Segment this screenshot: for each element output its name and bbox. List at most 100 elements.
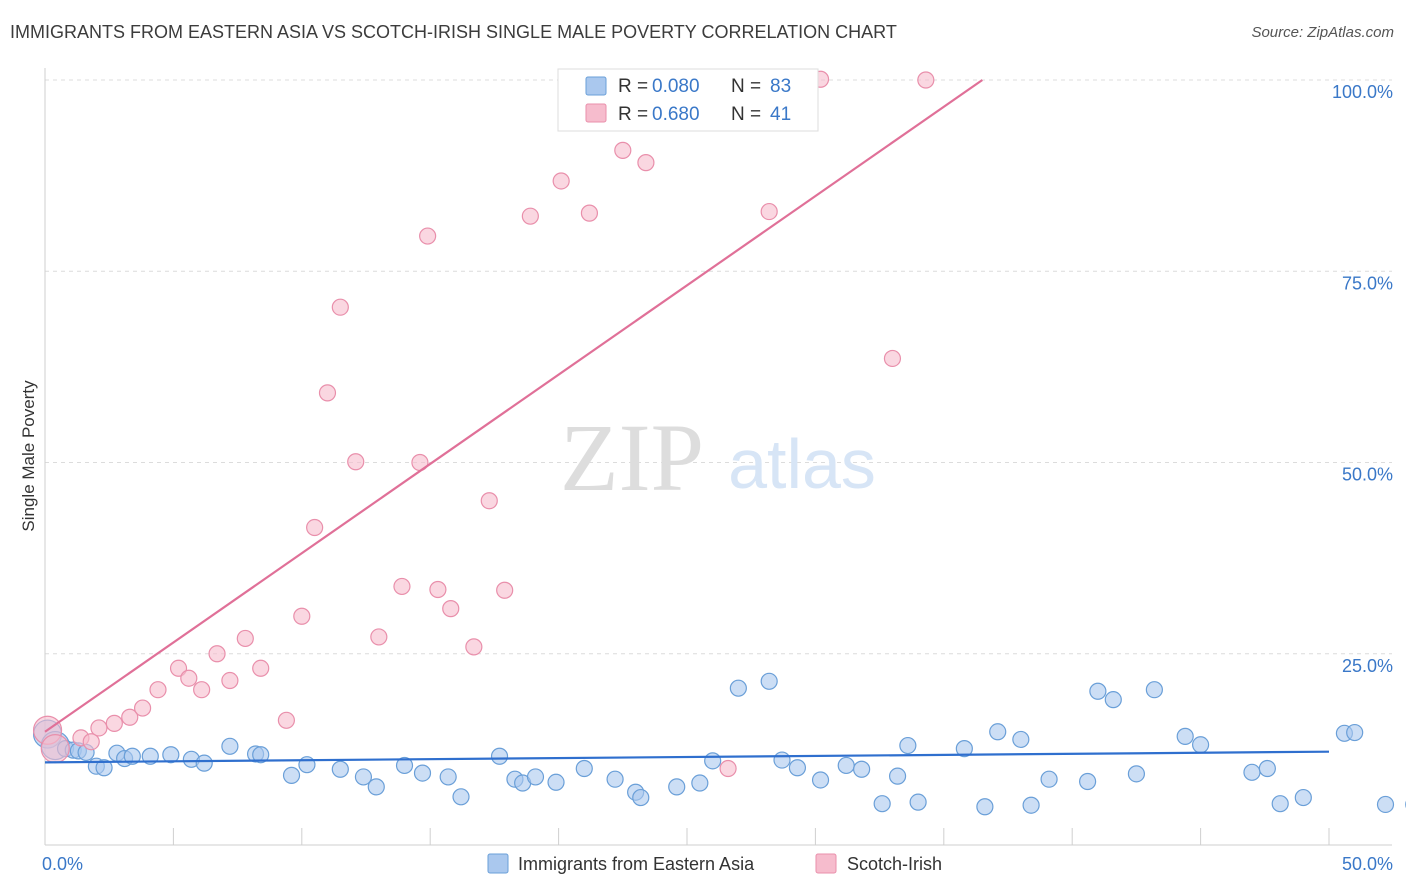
series-legend-swatch-pink bbox=[815, 853, 837, 874]
data-point-blue bbox=[1376, 795, 1395, 814]
trend-lines bbox=[44, 79, 1330, 764]
data-point-blue bbox=[668, 778, 686, 796]
data-point-blue bbox=[1191, 736, 1210, 754]
stats-r-label: R = bbox=[618, 104, 648, 125]
data-point-blue bbox=[1012, 730, 1030, 749]
data-point-pink bbox=[429, 580, 447, 599]
series-legend-label-blue: Immigrants from Eastern Asia bbox=[518, 854, 755, 874]
data-point-pink bbox=[277, 711, 295, 729]
data-point-blue bbox=[490, 747, 509, 765]
data-point-pink bbox=[917, 71, 935, 89]
data-point-blue bbox=[354, 768, 373, 786]
data-point-pink bbox=[208, 645, 226, 663]
data-point-blue bbox=[123, 747, 141, 765]
data-point-blue bbox=[367, 778, 385, 796]
data-point-blue bbox=[1145, 681, 1163, 699]
series-scotch-irish bbox=[32, 70, 935, 778]
stats-n-label: N = bbox=[731, 76, 761, 97]
data-point-blue bbox=[1040, 770, 1058, 788]
data-point-blue bbox=[1243, 763, 1261, 781]
data-point-blue bbox=[95, 759, 113, 777]
stats-legend: R = 0.080 N = 83 R = 0.680 N = 41 bbox=[557, 68, 819, 132]
x-tick-label: 50.0% bbox=[1342, 854, 1393, 874]
data-point-blue bbox=[853, 760, 871, 778]
data-point-blue bbox=[873, 795, 891, 813]
data-point-blue bbox=[1089, 682, 1107, 700]
data-point-blue bbox=[888, 767, 907, 785]
data-point-blue bbox=[1127, 765, 1146, 783]
data-point-pink bbox=[496, 581, 514, 599]
y-tick-label: 50.0% bbox=[1342, 465, 1393, 485]
data-point-pink bbox=[236, 629, 254, 648]
watermark: ZIP atlas bbox=[560, 404, 876, 511]
series-legend: Immigrants from Eastern Asia Scotch-Iris… bbox=[487, 853, 942, 874]
data-point-pink bbox=[370, 628, 388, 646]
series-legend-label-pink: Scotch-Irish bbox=[847, 854, 942, 874]
data-point-blue bbox=[413, 764, 432, 782]
data-point-blue bbox=[1104, 691, 1122, 709]
stats-row-blue: R = 0.080 N = 83 bbox=[585, 76, 791, 97]
data-point-blue bbox=[606, 770, 624, 788]
data-point-blue bbox=[395, 756, 414, 775]
data-point-blue bbox=[632, 788, 650, 807]
data-point-blue bbox=[729, 679, 747, 697]
stats-n-value: 83 bbox=[770, 76, 791, 97]
data-point-blue bbox=[955, 740, 973, 758]
data-point-pink bbox=[419, 227, 437, 245]
data-point-blue bbox=[221, 737, 239, 755]
data-point-pink bbox=[760, 202, 778, 221]
stats-n-label: N = bbox=[731, 104, 761, 125]
stats-row-pink: R = 0.680 N = 41 bbox=[585, 103, 791, 125]
data-point-pink bbox=[637, 154, 655, 172]
data-point-blue bbox=[452, 788, 470, 806]
data-point-pink bbox=[331, 298, 349, 316]
watermark-zip: ZIP bbox=[560, 404, 704, 511]
data-point-blue bbox=[704, 752, 722, 770]
data-point-pink bbox=[465, 638, 483, 656]
x-tick-label: 0.0% bbox=[42, 854, 83, 874]
data-point-blue bbox=[1294, 788, 1312, 807]
stats-r-value: 0.680 bbox=[652, 104, 700, 125]
data-point-blue bbox=[162, 746, 180, 764]
axes: 25.0% 50.0% 75.0% 100.0% 0.0% 50.0% bbox=[42, 68, 1393, 874]
stats-r-label: R = bbox=[618, 76, 648, 97]
data-point-blue bbox=[195, 754, 213, 772]
data-point-pink bbox=[306, 518, 324, 537]
data-point-blue bbox=[282, 766, 301, 784]
data-point-blue bbox=[811, 771, 830, 789]
data-point-pink bbox=[347, 453, 365, 471]
data-point-pink bbox=[169, 659, 188, 677]
series-legend-swatch-blue bbox=[487, 853, 509, 874]
data-point-pink bbox=[293, 607, 311, 625]
data-point-blue bbox=[1079, 772, 1097, 791]
data-point-blue bbox=[773, 751, 791, 769]
y-tick-label: 100.0% bbox=[1332, 82, 1393, 102]
source-label: Source: ZipAtlas.com bbox=[1251, 24, 1394, 41]
data-point-blue bbox=[837, 756, 855, 775]
data-point-pink bbox=[82, 733, 100, 751]
data-point-pink bbox=[719, 759, 737, 778]
data-point-pink bbox=[318, 384, 337, 402]
data-point-pink bbox=[252, 659, 270, 677]
data-point-blue bbox=[976, 798, 994, 816]
legend-swatch-pink bbox=[585, 103, 607, 123]
data-point-blue bbox=[1022, 796, 1040, 814]
data-point-pink bbox=[40, 734, 70, 764]
data-point-blue bbox=[788, 759, 807, 777]
data-point-blue bbox=[331, 760, 349, 778]
data-point-blue bbox=[252, 746, 270, 764]
data-point-pink bbox=[480, 492, 498, 510]
data-point-blue bbox=[575, 759, 593, 778]
stats-n-value: 41 bbox=[770, 104, 791, 125]
trend-line-blue bbox=[44, 750, 1330, 764]
data-point-pink bbox=[105, 714, 123, 732]
data-point-pink bbox=[221, 671, 239, 690]
data-point-pink bbox=[614, 141, 632, 159]
legend-swatch-blue bbox=[585, 76, 607, 96]
data-point-blue bbox=[439, 768, 457, 786]
data-point-blue bbox=[141, 747, 159, 765]
data-point-blue bbox=[526, 768, 545, 786]
data-point-blue bbox=[989, 723, 1007, 741]
data-point-pink bbox=[552, 172, 570, 190]
